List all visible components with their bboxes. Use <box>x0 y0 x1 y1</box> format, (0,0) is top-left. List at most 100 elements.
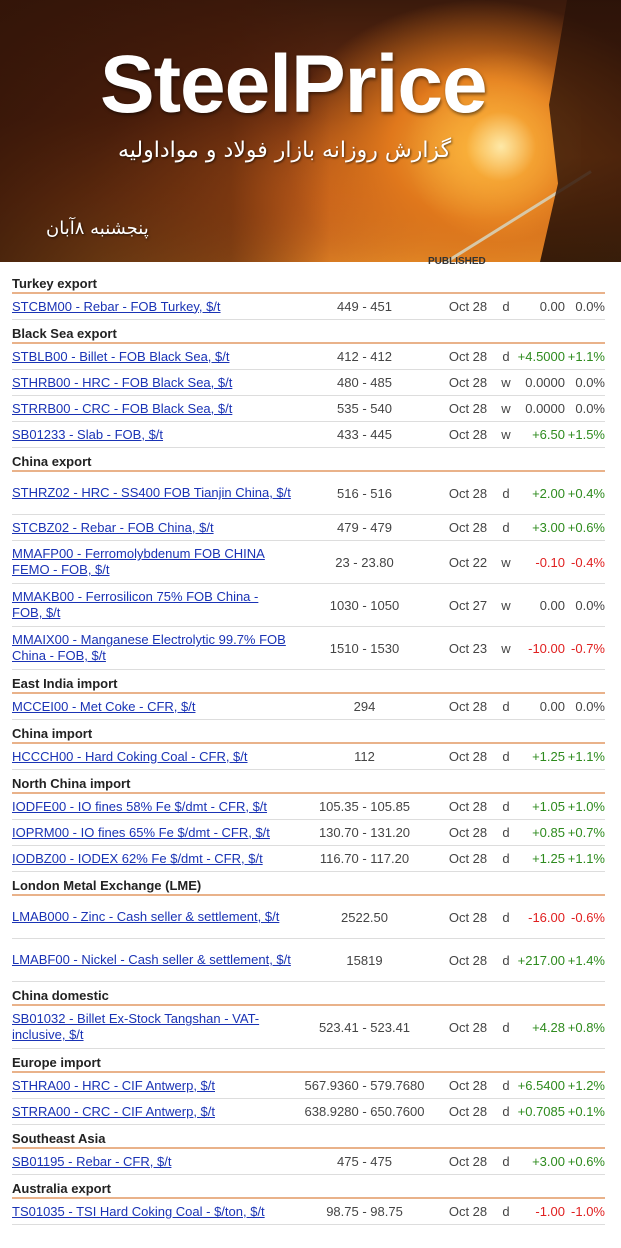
table-row: STHRB00 - HRC - FOB Black Sea, $/t 480 - … <box>12 370 605 396</box>
percent-change: +0.6% <box>567 1154 605 1169</box>
section-header: North China import <box>12 770 605 794</box>
table-row: STRRA00 - CRC - CIF Antwerp, $/t 638.9280… <box>12 1099 605 1125</box>
price-change: +4.28 <box>532 1019 565 1035</box>
assessment-link[interactable]: STRRB00 - CRC - FOB Black Sea, $/t <box>12 400 233 416</box>
price-range: 449 - 451 <box>337 299 392 314</box>
assessment-link[interactable]: IOPRM00 - IO fines 65% Fe $/dmt - CFR, $… <box>12 824 270 840</box>
assessment-link[interactable]: MMAIX00 - Manganese Electrolytic 99.7% F… <box>12 632 286 663</box>
section-header: Black Sea export <box>12 320 605 344</box>
table-row: IODFE00 - IO fines 58% Fe $/dmt - CFR, $… <box>12 794 605 820</box>
frequency: d <box>502 1204 510 1219</box>
section-header: Southeast Asia <box>12 1125 605 1149</box>
frequency: d <box>502 799 510 814</box>
table-row: MMAKB00 - Ferrosilicon 75% FOB China - F… <box>12 584 605 627</box>
table-row: SB01195 - Rebar - CFR, $/t 475 - 475 Oct 2… <box>12 1149 605 1175</box>
published-date: Oct 28 <box>448 375 488 390</box>
assessment-link[interactable]: LMAB000 - Zinc - Cash seller & settlemen… <box>12 909 280 924</box>
frequency: d <box>502 851 510 866</box>
published-date: Oct 28 <box>448 1154 488 1169</box>
header-banner: SteelPrice گزارش روزانه بازار فولاد و مو… <box>0 0 621 262</box>
published-date: Oct 28 <box>448 1104 488 1119</box>
published-date: Oct 28 <box>448 825 488 840</box>
assessment-link[interactable]: SB01195 - Rebar - CFR, $/t <box>12 1153 172 1169</box>
frequency: d <box>502 485 510 501</box>
table-row: LMABF00 - Nickel - Cash seller & settlem… <box>12 939 605 982</box>
assessment-link[interactable]: MMAFP00 - Ferromolybdenum FOB CHINA FEMO… <box>12 546 265 577</box>
price-range: 105.35 - 105.85 <box>318 799 411 814</box>
frequency: d <box>502 299 510 314</box>
published-date: Oct 28 <box>448 485 488 501</box>
section-header: London Metal Exchange (LME) <box>12 872 605 896</box>
frequency: w <box>501 597 511 613</box>
published-date: Oct 22 <box>448 554 488 570</box>
price-table: Turkey export STCBM00 - Rebar - FOB Turke… <box>12 270 605 1225</box>
price-range: 23 - 23.80 <box>335 554 394 570</box>
assessment-link[interactable]: MCCEI00 - Met Coke - CFR, $/t <box>12 698 196 714</box>
assessment-link[interactable]: STCBZ02 - Rebar - FOB China, $/t <box>12 519 214 535</box>
price-range: 130.70 - 131.20 <box>318 825 411 840</box>
banner-shade <box>0 0 330 262</box>
published-date: Oct 27 <box>448 597 488 613</box>
table-row: STCBZ02 - Rebar - FOB China, $/t 479 - 47… <box>12 515 605 541</box>
section-header: Turkey export <box>12 270 605 294</box>
price-change: +1.25 <box>532 851 565 866</box>
frequency: d <box>502 520 510 535</box>
frequency: w <box>501 554 511 570</box>
published-date: Oct 23 <box>448 640 488 656</box>
price-range: 567.9360 - 579.7680 <box>304 1078 425 1093</box>
percent-change: +1.4% <box>567 952 605 968</box>
assessment-link[interactable]: MMAKB00 - Ferrosilicon 75% FOB China - F… <box>12 589 259 620</box>
percent-change: 0.0% <box>575 401 605 416</box>
table-row: SB01233 - Slab - FOB, $/t 433 - 445 Oct 28… <box>12 422 605 448</box>
section-header: China export <box>12 448 605 472</box>
percent-change: -1.0% <box>571 1204 605 1219</box>
price-change: -16.00 <box>528 909 565 925</box>
percent-change: -0.4% <box>571 554 605 570</box>
table-row: STHRZ02 - HRC - SS400 FOB Tianjin China,… <box>12 472 605 515</box>
furnace-glow <box>381 20 581 250</box>
assessment-link[interactable]: SB01233 - Slab - FOB, $/t <box>12 426 164 442</box>
published-date: Oct 28 <box>448 349 488 364</box>
banner-date: پنجشنبه ۸آبان <box>46 218 149 239</box>
price-range: 535 - 540 <box>337 401 392 416</box>
price-range: 1030 - 1050 <box>329 597 400 613</box>
section-header: East India import <box>12 670 605 694</box>
price-change: +0.85 <box>532 825 565 840</box>
banner-subtitle: گزارش روزانه بازار فولاد و مواداولیه <box>118 138 452 163</box>
percent-change: +0.6% <box>567 520 605 535</box>
price-change: +4.5000 <box>517 349 565 364</box>
assessment-link[interactable]: STBLB00 - Billet - FOB Black Sea, $/t <box>12 348 230 364</box>
assessment-link[interactable]: IODFE00 - IO fines 58% Fe $/dmt - CFR, $… <box>12 798 268 814</box>
price-change: +6.5400 <box>517 1078 565 1093</box>
frequency: d <box>502 1154 510 1169</box>
percent-change: -0.7% <box>571 640 605 656</box>
price-range: 480 - 485 <box>337 375 392 390</box>
assessment-link[interactable]: SB01032 - Billet Ex-Stock Tangshan - VAT… <box>12 1011 260 1042</box>
price-range: 479 - 479 <box>337 520 392 535</box>
assessment-link[interactable]: TS01035 - TSI Hard Coking Coal - $/ton, … <box>12 1203 265 1219</box>
assessment-link[interactable]: STCBM00 - Rebar - FOB Turkey, $/t <box>12 298 221 314</box>
frequency: w <box>501 427 511 442</box>
frequency: d <box>502 1104 510 1119</box>
percent-change: +0.8% <box>567 1019 605 1035</box>
price-range: 98.75 - 98.75 <box>326 1204 403 1219</box>
published-date: Oct 28 <box>448 401 488 416</box>
assessment-link[interactable]: STHRA00 - HRC - CIF Antwerp, $/t <box>12 1077 215 1093</box>
table-row: STBLB00 - Billet - FOB Black Sea, $/t 412… <box>12 344 605 370</box>
section-header: China domestic <box>12 982 605 1006</box>
price-change: +3.00 <box>532 520 565 535</box>
assessment-link[interactable]: STRRA00 - CRC - CIF Antwerp, $/t <box>12 1103 215 1119</box>
price-change: +6.50 <box>532 427 565 442</box>
frequency: d <box>502 349 510 364</box>
price-range: 523.41 - 523.41 <box>318 1019 411 1035</box>
price-change: 0.0000 <box>525 401 565 416</box>
assessment-link[interactable]: IODBZ00 - IODEX 62% Fe $/dmt - CFR, $/t <box>12 850 263 866</box>
price-change: -1.00 <box>535 1204 565 1219</box>
assessment-link[interactable]: HCCCH00 - Hard Coking Coal - CFR, $/t <box>12 748 248 764</box>
table-row: IODBZ00 - IODEX 62% Fe $/dmt - CFR, $/t 1… <box>12 846 605 872</box>
assessment-link[interactable]: LMABF00 - Nickel - Cash seller & settlem… <box>12 952 291 967</box>
assessment-link[interactable]: STHRZ02 - HRC - SS400 FOB Tianjin China,… <box>12 485 291 500</box>
price-range: 412 - 412 <box>337 349 392 364</box>
assessment-link[interactable]: STHRB00 - HRC - FOB Black Sea, $/t <box>12 374 233 390</box>
price-range: 1510 - 1530 <box>329 640 400 656</box>
